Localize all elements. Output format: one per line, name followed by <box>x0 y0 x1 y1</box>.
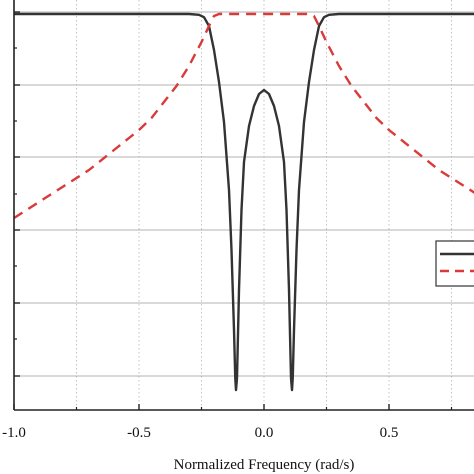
x-tick-label: 0.5 <box>380 425 399 441</box>
axes: -1.0 -0.5 0.0 0.5 <box>2 0 474 441</box>
series-line-solid <box>14 12 474 392</box>
legend-box <box>435 240 474 287</box>
x-tick-label: -1.0 <box>2 425 26 441</box>
series-line-dashed <box>13 12 474 220</box>
grid <box>14 0 474 410</box>
plot-background <box>14 0 474 410</box>
x-axis-title: Normalized Frequency (rad/s) <box>174 457 355 473</box>
x-tick-label: -0.5 <box>127 425 151 441</box>
x-tick-label: 0.0 <box>255 425 274 441</box>
series-layer <box>13 12 474 392</box>
legend <box>435 240 474 287</box>
